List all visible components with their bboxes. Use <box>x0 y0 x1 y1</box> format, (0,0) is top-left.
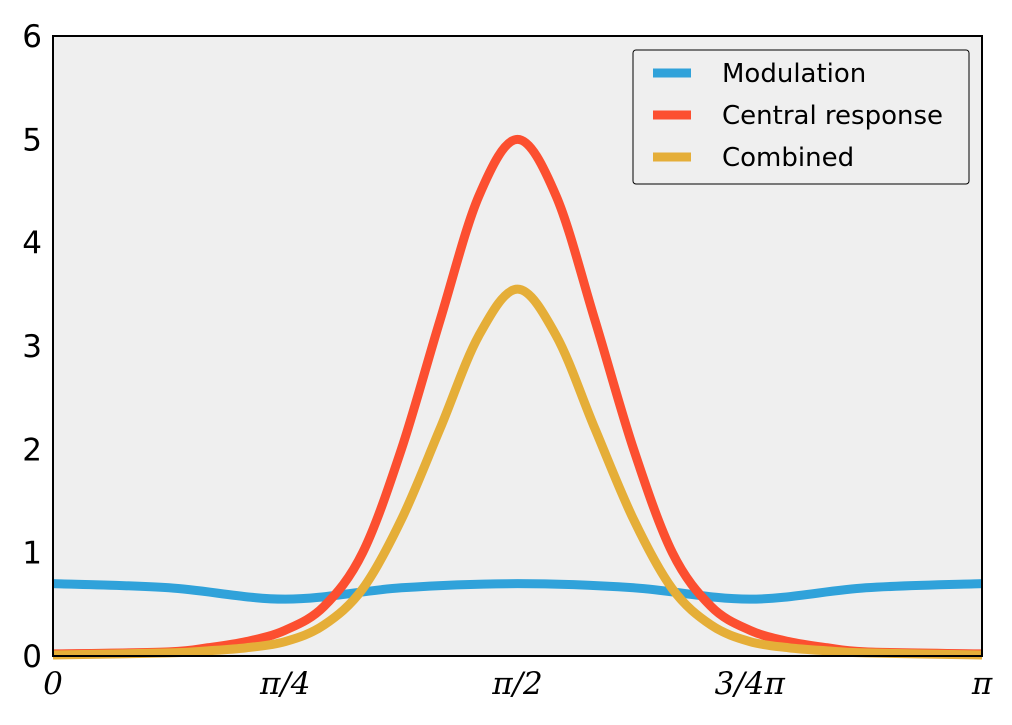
x-axis: 0 π/4 π/2 3/4π π <box>43 666 993 702</box>
y-tick-label: 1 <box>22 536 42 572</box>
series-line-central-response <box>52 134 983 659</box>
series-line-modulation <box>52 579 983 604</box>
series-layer <box>52 134 983 660</box>
legend: Modulation Central response Combined <box>632 49 970 185</box>
legend-label-central-response: Central response <box>722 101 943 131</box>
legend-label-combined: Combined <box>722 143 854 173</box>
plot-frame <box>52 35 983 657</box>
x-tick-label: 0 <box>43 666 63 702</box>
y-tick-label: 6 <box>22 19 42 55</box>
series-line-combined <box>52 284 983 660</box>
legend-box <box>632 49 970 185</box>
y-tick-label: 0 <box>22 639 42 675</box>
y-tick-label: 4 <box>22 226 42 262</box>
x-tick-label: 3/4π <box>715 666 786 702</box>
x-tick-label: π <box>971 666 993 702</box>
x-tick-label: π/4 <box>259 666 311 702</box>
x-tick-label: π/2 <box>491 666 543 702</box>
legend-label-modulation: Modulation <box>722 59 866 89</box>
y-axis: 0 1 2 3 4 5 6 <box>22 19 42 675</box>
y-tick-label: 3 <box>22 329 42 365</box>
y-tick-label: 2 <box>22 432 42 468</box>
y-tick-label: 5 <box>22 122 42 158</box>
